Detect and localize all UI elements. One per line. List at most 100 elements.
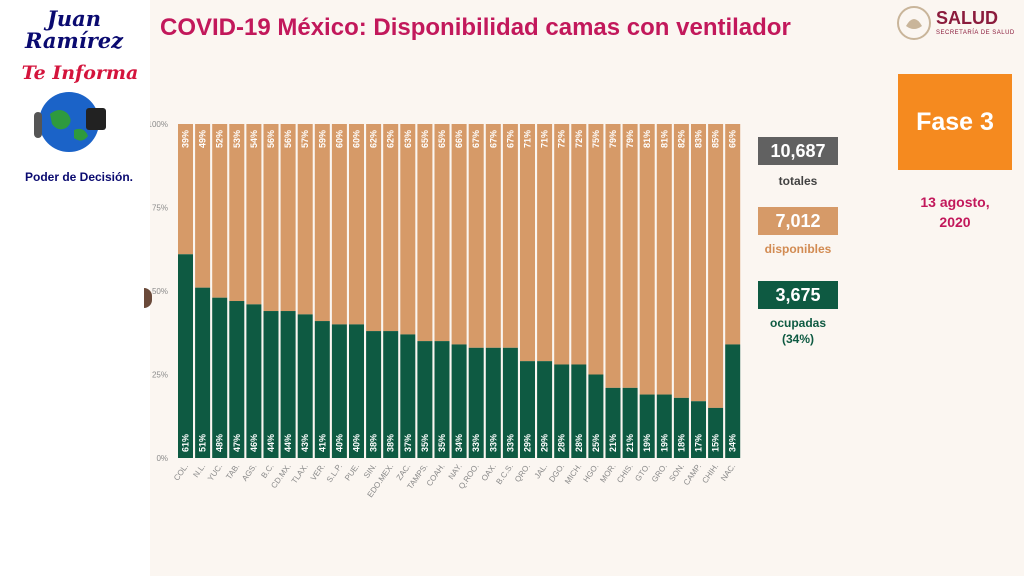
bar-available	[331, 124, 347, 325]
category-label: N.L.	[191, 462, 207, 479]
logo-tagline: Poder de Decisión.	[24, 170, 134, 184]
y-tick-label: 50%	[152, 287, 168, 296]
bar-available	[297, 124, 313, 315]
bar-available	[383, 124, 399, 332]
data-label-available: 67%	[505, 130, 515, 148]
data-label-available: 49%	[198, 130, 208, 148]
data-label-available: 72%	[557, 130, 567, 148]
bar-available	[366, 124, 382, 332]
bar-occupied	[485, 347, 501, 458]
data-label-occupied: 40%	[334, 434, 344, 452]
y-tick-label: 75%	[152, 204, 168, 213]
channel-logo: Juan Ramírez Te Informa Poder de Decisió…	[0, 0, 148, 190]
data-label-occupied: 38%	[386, 434, 396, 452]
bar-available	[195, 124, 211, 288]
data-label-occupied: 21%	[625, 434, 635, 452]
occupied-beds-value: 3,675	[758, 281, 838, 309]
data-label-occupied: 34%	[454, 434, 464, 452]
date-line-1: 13 agosto,	[920, 194, 990, 210]
bar-occupied	[554, 364, 570, 458]
category-label: COAH.	[425, 462, 447, 488]
bar-available	[212, 124, 228, 298]
category-label: HGO.	[581, 462, 600, 484]
bar-occupied	[725, 344, 741, 458]
data-label-available: 81%	[659, 130, 669, 148]
bar-occupied	[195, 287, 211, 458]
data-label-occupied: 33%	[488, 434, 498, 452]
category-label: MICH.	[563, 462, 583, 486]
bar-occupied	[588, 374, 604, 458]
phase-badge: Fase 3	[898, 74, 1012, 170]
category-label: NAC.	[719, 462, 737, 483]
bar-available	[708, 124, 724, 408]
category-label: YUC.	[206, 462, 224, 483]
data-label-available: 65%	[420, 130, 430, 148]
data-label-available: 81%	[642, 130, 652, 148]
bar-occupied	[502, 347, 518, 458]
bar-available	[400, 124, 416, 335]
data-label-available: 57%	[300, 130, 310, 148]
category-label: S.L.P.	[325, 462, 344, 484]
data-label-occupied: 28%	[574, 434, 584, 452]
bar-occupied	[605, 387, 621, 458]
bar-available	[468, 124, 484, 348]
category-label: CHIH.	[700, 462, 720, 485]
data-label-available: 72%	[574, 130, 584, 148]
data-label-occupied: 19%	[642, 434, 652, 452]
bar-occupied	[571, 364, 587, 458]
data-label-available: 62%	[386, 130, 396, 148]
occupied-pct-text: (34%)	[781, 332, 814, 346]
available-beds-label: disponibles	[764, 242, 832, 256]
category-label: AGS.	[240, 462, 258, 483]
logo-subtitle: Te Informa	[21, 62, 139, 84]
bar-available	[571, 124, 587, 365]
bar-occupied	[349, 324, 364, 458]
category-label: TLAX.	[290, 462, 310, 485]
data-label-occupied: 40%	[352, 434, 362, 452]
bar-occupied	[331, 324, 347, 458]
bar-available	[588, 124, 604, 375]
bar-occupied	[691, 401, 706, 458]
data-label-available: 60%	[352, 130, 362, 148]
occupied-label-text: ocupadas	[769, 316, 826, 330]
bar-available	[554, 124, 570, 365]
category-label: MOR.	[598, 462, 617, 484]
bar-occupied	[246, 304, 262, 458]
bar-available	[673, 124, 689, 398]
bar-occupied	[622, 387, 638, 458]
date-line-2: 2020	[939, 214, 971, 230]
data-label-occupied: 33%	[471, 434, 481, 452]
category-label: JAL.	[533, 462, 550, 480]
bar-occupied	[366, 331, 382, 458]
category-label: TAB.	[224, 462, 241, 481]
data-label-occupied: 37%	[403, 434, 413, 452]
data-label-available: 52%	[215, 130, 225, 148]
data-label-occupied: 21%	[608, 434, 618, 452]
bar-available	[691, 124, 706, 402]
bar-occupied	[656, 394, 672, 458]
data-label-occupied: 29%	[523, 434, 533, 452]
y-tick-label: 25%	[152, 371, 168, 380]
logo-title: Juan Ramírez	[24, 6, 124, 53]
data-label-occupied: 43%	[300, 434, 310, 452]
side-marker	[144, 288, 152, 308]
bar-available	[639, 124, 655, 395]
bar-available	[605, 124, 621, 388]
salud-subtitle: SECRETARÍA DE SALUD	[936, 30, 1015, 36]
category-label: GRO.	[650, 462, 669, 484]
data-label-occupied: 46%	[249, 434, 259, 452]
category-label: SIN.	[362, 462, 378, 480]
total-beds-label: totales	[778, 174, 818, 188]
slide-background	[150, 0, 1024, 576]
occupied-beds-label: ocupadas (34%)	[752, 315, 844, 347]
data-label-occupied: 51%	[198, 434, 208, 452]
bar-available	[502, 124, 518, 348]
data-label-available: 65%	[437, 130, 447, 148]
bar-available	[725, 124, 741, 345]
bar-occupied	[639, 394, 655, 458]
category-label: B.C.	[259, 462, 275, 480]
data-label-available: 79%	[625, 130, 635, 148]
bar-occupied	[451, 344, 467, 458]
data-label-occupied: 33%	[505, 434, 515, 452]
report-date: 13 agosto, 2020	[898, 192, 1012, 232]
